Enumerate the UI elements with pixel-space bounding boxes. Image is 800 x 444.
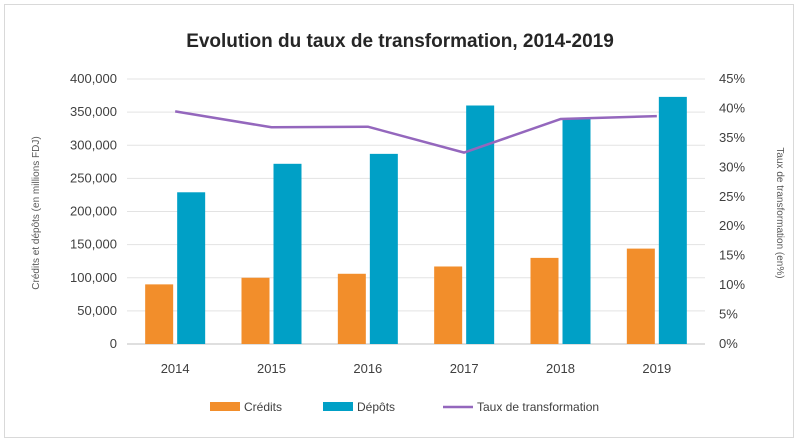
y2-tick-label: 15% [719, 248, 745, 263]
bar-depots [658, 96, 687, 344]
y2-tick-label: 0% [719, 336, 738, 351]
x-tick-label: 2014 [161, 361, 190, 376]
x-tick-label: 2016 [353, 361, 382, 376]
y2-tick-label: 30% [719, 159, 745, 174]
y2-tick-label: 35% [719, 130, 745, 145]
left-axis-ticks: 0 50,000 100,000 150,000 200,000 250,000 300,0… [70, 71, 117, 351]
y-tick-label: 0 [110, 336, 117, 351]
y-tick-label: 200,000 [70, 204, 117, 219]
rate-line-group [174, 110, 657, 154]
x-tick-label: 2019 [642, 361, 671, 376]
chart-svg: Evolution du taux de transformation, 201… [31, 31, 785, 414]
y2-tick-label: 45% [719, 71, 745, 86]
x-tick-label: 2015 [257, 361, 286, 376]
y2-tick-label: 25% [719, 189, 745, 204]
bar-depots [466, 105, 495, 344]
y-tick-label: 50,000 [77, 303, 117, 318]
x-tick-label: 2018 [546, 361, 575, 376]
legend: Crédits Dépôts Taux de transformation [210, 400, 599, 414]
bar-depots [562, 118, 591, 344]
bar-credits [434, 266, 463, 344]
y-tick-label: 100,000 [70, 270, 117, 285]
legend-label: Dépôts [357, 400, 395, 414]
y2-axis-title: Taux de transformation (en%) [774, 147, 785, 278]
bar-credits [337, 273, 366, 344]
y2-tick-label: 5% [719, 307, 738, 322]
bar-credits [145, 284, 174, 344]
chart-title: Evolution du taux de transformation, 201… [186, 31, 614, 52]
y2-tick-label: 10% [719, 277, 745, 292]
bar-depots [369, 153, 398, 344]
right-axis-ticks: 0% 5% 10% 15% 20% 25% 30% 35% 40% 45% [719, 71, 745, 351]
legend-label: Taux de transformation [477, 400, 599, 414]
bars [145, 96, 687, 344]
legend-swatch [323, 402, 353, 411]
category-axis-ticks: 2014 2015 2016 2017 2018 2019 [161, 361, 672, 376]
y-tick-label: 250,000 [70, 170, 117, 185]
bar-credits [626, 248, 655, 344]
y2-tick-label: 20% [719, 218, 745, 233]
chart-frame: Evolution du taux de transformation, 201… [4, 4, 794, 438]
legend-swatch [210, 402, 240, 411]
x-tick-label: 2017 [450, 361, 479, 376]
y-tick-label: 300,000 [70, 137, 117, 152]
bar-depots [273, 163, 302, 344]
bar-credits [241, 277, 270, 344]
y-axis-title: Crédits et dépôts (en millions FDJ) [31, 136, 42, 289]
bar-credits [530, 257, 559, 344]
bar-depots [177, 192, 206, 344]
gridlines [127, 78, 705, 345]
y-tick-label: 350,000 [70, 104, 117, 119]
legend-label: Crédits [244, 400, 282, 414]
y-tick-label: 400,000 [70, 71, 117, 86]
y-tick-label: 150,000 [70, 237, 117, 252]
y2-tick-label: 40% [719, 100, 745, 115]
rate-line [174, 110, 657, 154]
